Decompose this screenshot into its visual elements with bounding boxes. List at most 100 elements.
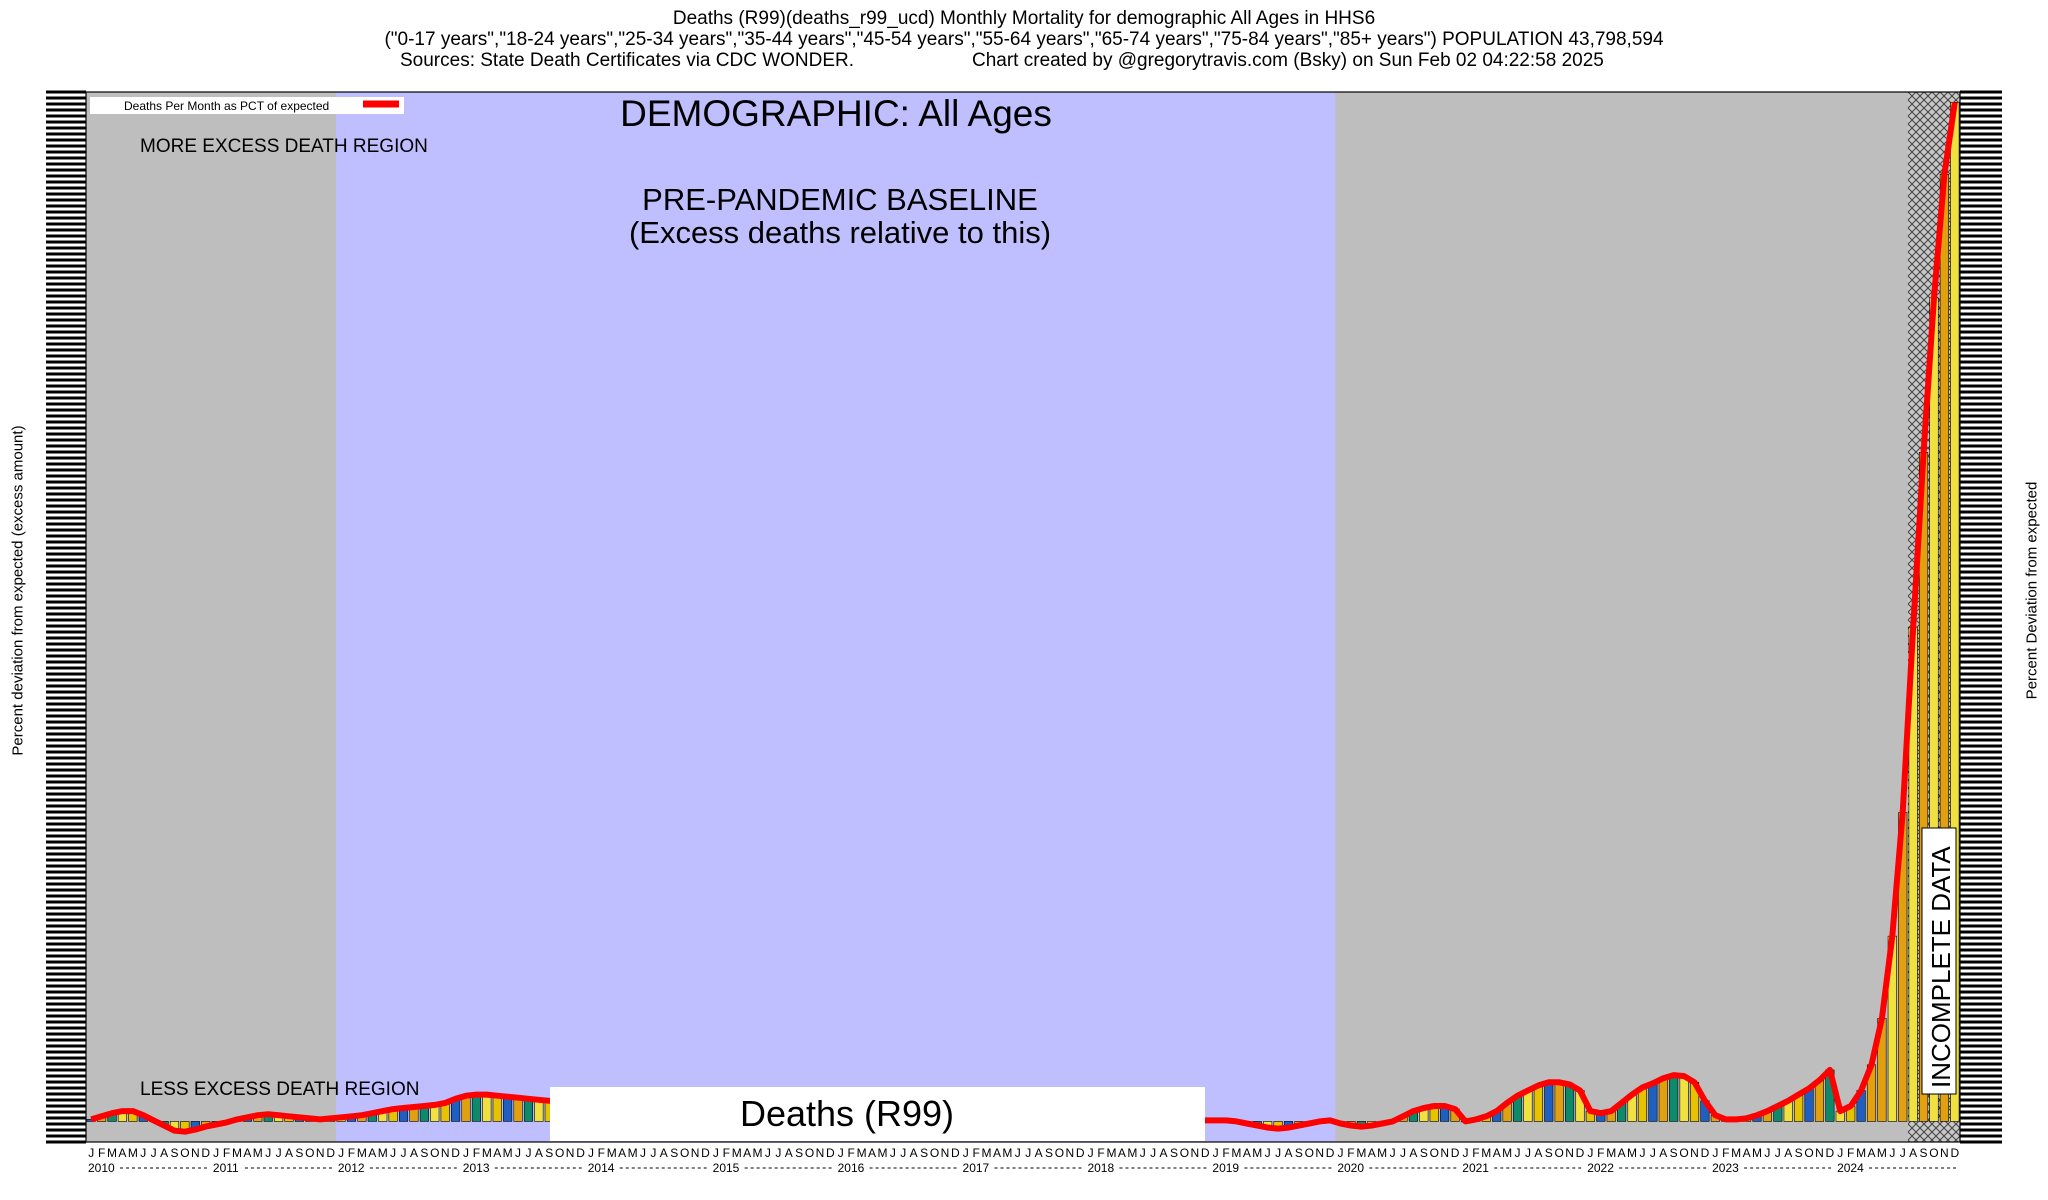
month-tick-label: N — [191, 1146, 200, 1160]
cause-label-box — [550, 1087, 1205, 1141]
month-tick-label: S — [295, 1146, 303, 1160]
month-tick-label: J — [1025, 1146, 1031, 1160]
month-tick-label: S — [420, 1146, 428, 1160]
month-tick-label: J — [1639, 1146, 1645, 1160]
month-tick-label: J — [390, 1146, 396, 1160]
year-tick-label: 2021 — [1462, 1161, 1489, 1175]
month-tick-label: D — [1201, 1146, 1210, 1160]
month-tick-label: A — [1409, 1146, 1417, 1160]
month-tick-label: M — [482, 1146, 492, 1160]
month-tick-label: M — [857, 1146, 867, 1160]
month-tick-label: M — [253, 1146, 263, 1160]
year-tick-label: 2016 — [838, 1161, 865, 1175]
month-tick-label: J — [1265, 1146, 1271, 1160]
month-tick-label: N — [1565, 1146, 1574, 1160]
month-tick-label: F — [1847, 1146, 1854, 1160]
month-tick-label: M — [232, 1146, 242, 1160]
month-tick-label: N — [1440, 1146, 1449, 1160]
plot-frame — [85, 91, 1961, 1143]
baseline-sublabel: (Excess deaths relative to this) — [629, 215, 1051, 250]
month-tick-label: A — [618, 1146, 626, 1160]
month-tick-label: A — [285, 1146, 293, 1160]
bar — [513, 1097, 523, 1122]
month-tick-label: O — [555, 1146, 564, 1160]
month-tick-label: F — [1597, 1146, 1604, 1160]
baseline-region — [335, 92, 1336, 1142]
year-tick-label: 2022 — [1587, 1161, 1614, 1175]
month-tick-label: M — [128, 1146, 138, 1160]
less-excess-region-label: LESS EXCESS DEATH REGION — [140, 1079, 419, 1100]
incomplete-data-label: INCOMPLETE DATA — [1926, 846, 1956, 1088]
chart-sources: Sources: State Death Certificates via CD… — [400, 50, 855, 71]
month-tick-label: A — [1534, 1146, 1542, 1160]
month-tick-label: J — [1400, 1146, 1406, 1160]
month-tick-label: J — [588, 1146, 594, 1160]
month-tick-label: J — [890, 1146, 896, 1160]
month-tick-label: J — [1889, 1146, 1895, 1160]
month-tick-label: A — [1493, 1146, 1501, 1160]
bar — [1648, 1083, 1658, 1122]
month-tick-label: O — [680, 1146, 689, 1160]
month-tick-label: A — [1743, 1146, 1751, 1160]
month-tick-label: J — [765, 1146, 771, 1160]
month-tick-label: J — [1837, 1146, 1843, 1160]
left-axis-ticks — [46, 90, 86, 1144]
month-tick-label: A — [118, 1146, 126, 1160]
month-tick-label: J — [1712, 1146, 1718, 1160]
month-tick-label: J — [276, 1146, 282, 1160]
bar — [1679, 1075, 1689, 1122]
month-tick-label: J — [525, 1146, 531, 1160]
month-tick-label: J — [900, 1146, 906, 1160]
month-tick-label: S — [920, 1146, 928, 1160]
month-tick-label: M — [1106, 1146, 1116, 1160]
year-tick-label: 2013 — [463, 1161, 490, 1175]
month-tick-label: A — [1118, 1146, 1126, 1160]
year-tick-label: 2019 — [1212, 1161, 1239, 1175]
month-tick-label: N — [1940, 1146, 1949, 1160]
month-tick-label: F — [598, 1146, 605, 1160]
month-tick-label: M — [357, 1146, 367, 1160]
bar — [1669, 1074, 1679, 1122]
month-tick-label: M — [1606, 1146, 1616, 1160]
month-tick-label: J — [1525, 1146, 1531, 1160]
bar — [503, 1096, 513, 1122]
month-tick-label: S — [170, 1146, 178, 1160]
month-tick-label: N — [1066, 1146, 1075, 1160]
month-tick-label: A — [535, 1146, 543, 1160]
month-tick-label: J — [963, 1146, 969, 1160]
month-tick-label: F — [1347, 1146, 1354, 1160]
month-tick-label: N — [1315, 1146, 1324, 1160]
month-tick-label: O — [1679, 1146, 1688, 1160]
month-tick-label: J — [713, 1146, 719, 1160]
month-tick-label: O — [1305, 1146, 1314, 1160]
year-tick-label: 2020 — [1337, 1161, 1364, 1175]
month-tick-label: J — [640, 1146, 646, 1160]
month-tick-label: S — [795, 1146, 803, 1160]
bar — [471, 1094, 481, 1122]
month-tick-label: D — [1076, 1146, 1085, 1160]
month-tick-label: F — [723, 1146, 730, 1160]
month-tick-label: J — [1650, 1146, 1656, 1160]
month-tick-label: D — [701, 1146, 710, 1160]
month-tick-label: A — [368, 1146, 376, 1160]
month-tick-label: J — [1515, 1146, 1521, 1160]
month-tick-label: F — [98, 1146, 105, 1160]
month-tick-label: A — [910, 1146, 918, 1160]
month-tick-label: M — [1377, 1146, 1387, 1160]
month-tick-label: F — [348, 1146, 355, 1160]
month-tick-label: N — [941, 1146, 950, 1160]
month-tick-label: J — [1140, 1146, 1146, 1160]
year-tick-label: 2014 — [588, 1161, 615, 1175]
month-tick-label: N — [441, 1146, 450, 1160]
month-tick-label: A — [1368, 1146, 1376, 1160]
month-tick-label: A — [1909, 1146, 1917, 1160]
month-tick-label: N — [316, 1146, 325, 1160]
year-tick-label: 2011 — [213, 1161, 239, 1175]
month-tick-label: M — [1002, 1146, 1012, 1160]
month-tick-label: O — [1555, 1146, 1564, 1160]
month-tick-label: A — [1659, 1146, 1667, 1160]
month-tick-label: M — [753, 1146, 763, 1160]
month-tick-label: F — [972, 1146, 979, 1160]
month-tick-label: A — [660, 1146, 668, 1160]
month-tick-label: A — [868, 1146, 876, 1160]
